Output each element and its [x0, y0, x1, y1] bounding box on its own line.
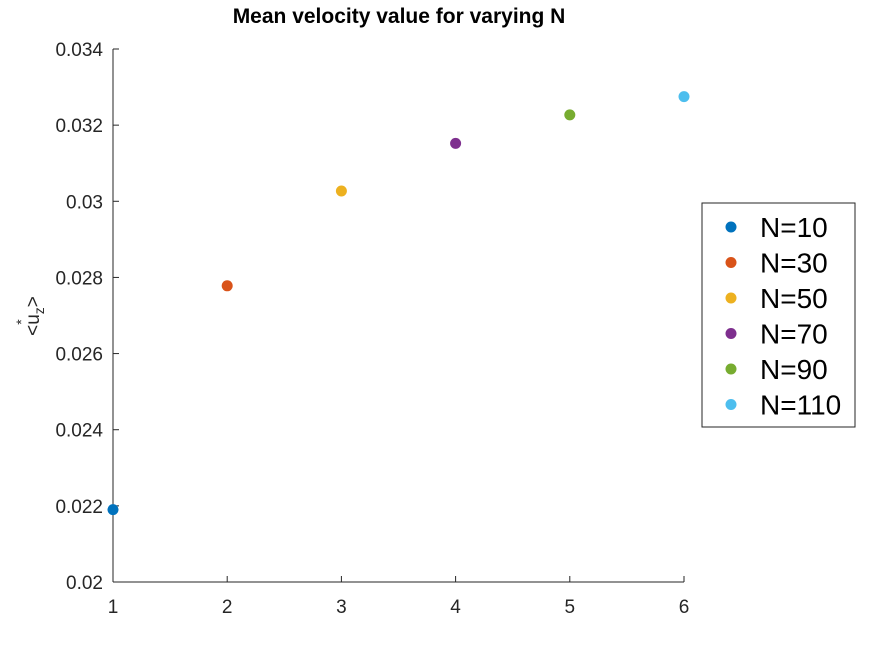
- legend-marker: [725, 221, 737, 233]
- data-marks: [107, 91, 690, 516]
- data-point: [221, 280, 233, 292]
- legend-marker: [725, 292, 737, 304]
- y-tick-label: 0.024: [55, 421, 103, 442]
- legend-label: N=10: [760, 212, 828, 243]
- x-tick-label: 4: [450, 597, 461, 618]
- legend-label: N=90: [760, 354, 828, 385]
- data-point: [450, 137, 462, 149]
- axes: 1 2 3 4 5 6 0.02 0.022 0.024 0.026 0.028 0.03 0.032 0…: [55, 40, 689, 618]
- y-tick-label: 0.022: [55, 497, 103, 518]
- chart-title: Mean velocity value for varying N: [233, 5, 566, 28]
- legend: N=10 N=30 N=50 N=70 N=90 N=110: [701, 202, 856, 428]
- data-point: [564, 109, 576, 121]
- legend-marker: [725, 399, 737, 410]
- legend-label: N=30: [760, 248, 828, 279]
- y-axis-label-close: >: [23, 296, 44, 307]
- y-tick-label: 0.032: [55, 116, 103, 137]
- y-tick-label: 0.02: [66, 573, 103, 594]
- legend-label: N=110: [760, 390, 841, 421]
- y-tick-label: 0.026: [55, 345, 103, 366]
- data-point: [335, 185, 347, 197]
- x-tick-label: 3: [336, 597, 347, 618]
- x-tick-label: 6: [679, 597, 690, 618]
- y-axis-label-sub: z: [31, 307, 47, 314]
- x-tick-label: 2: [222, 597, 233, 618]
- legend-marker: [725, 328, 737, 339]
- legend-label: N=70: [760, 319, 828, 350]
- data-point: [678, 91, 690, 103]
- y-axis-label-open: <u: [23, 314, 44, 336]
- legend-label: N=50: [760, 283, 828, 314]
- x-tick-label: 5: [565, 597, 576, 618]
- y-tick-label: 0.03: [66, 192, 103, 213]
- y-axis-label: <uz> *: [13, 296, 47, 336]
- y-axis-label-sup: *: [13, 319, 29, 325]
- y-tick-label: 0.028: [55, 268, 103, 289]
- legend-marker: [725, 363, 737, 375]
- legend-marker: [725, 257, 737, 268]
- data-point: [107, 504, 119, 516]
- legend-box: [701, 202, 856, 428]
- x-tick-label: 1: [108, 597, 119, 618]
- svg-text:<uz>: <uz>: [23, 296, 47, 336]
- y-tick-label: 0.034: [55, 40, 103, 61]
